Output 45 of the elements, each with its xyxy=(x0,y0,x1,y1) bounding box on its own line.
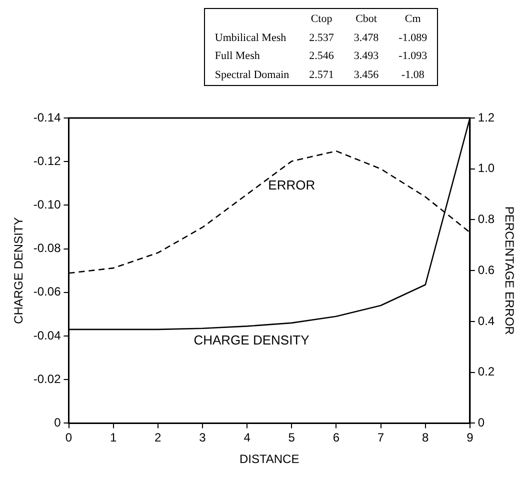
y2-tick-label: 1.2 xyxy=(478,110,495,124)
y2-tick-label: 1.0 xyxy=(478,161,495,176)
y-tick-label: -0.08 xyxy=(33,241,62,256)
x-axis-title: DISTANCE xyxy=(239,452,300,466)
x-tick-label: 0 xyxy=(65,430,72,445)
text: 3.493 xyxy=(352,49,380,64)
x-tick-label: 3 xyxy=(199,430,206,445)
text: -1.089 xyxy=(398,30,428,46)
y-axis-title: CHARGE DENSITY xyxy=(12,217,26,324)
text: Ctop xyxy=(310,12,334,27)
text: 2.546 xyxy=(308,49,335,64)
x-tick-label: 6 xyxy=(332,430,340,445)
y-tick-label: -0.10 xyxy=(33,198,62,212)
x-tick-label: 9 xyxy=(466,430,474,445)
y2-tick-label: 0.8 xyxy=(478,212,495,226)
x-tick-label: 5 xyxy=(288,430,296,445)
y2-tick-label: 0.6 xyxy=(478,262,495,277)
text: 3.478 xyxy=(352,30,380,46)
y-tick-label: -0.12 xyxy=(33,154,62,168)
y-tick-label: -0.02 xyxy=(33,372,62,386)
x-tick-label: 4 xyxy=(244,430,251,445)
text: -1.093 xyxy=(398,49,428,64)
y2-tick-label: 0.2 xyxy=(478,364,495,379)
text: Full Mesh xyxy=(214,49,261,64)
x-tick-label: 7 xyxy=(377,430,384,445)
text: Umbilical Mesh xyxy=(214,30,288,46)
y-tick-label: -0.14 xyxy=(33,110,62,124)
text: 2.537 xyxy=(308,30,335,46)
text: 2.571 xyxy=(308,68,335,84)
text: 3.456 xyxy=(352,68,380,84)
text: -1.08 xyxy=(400,68,426,84)
y2-tick-label: 0.4 xyxy=(478,314,495,328)
x-tick-label: 2 xyxy=(154,430,162,445)
y-tick-label: 0 xyxy=(54,416,62,430)
series-label: CHARGE DENSITY xyxy=(194,332,310,348)
x-tick-label: 8 xyxy=(422,430,429,445)
text: Cbot xyxy=(354,12,378,27)
series-label: ERROR xyxy=(268,177,316,192)
text: Cm xyxy=(404,12,422,27)
y-tick-label: -0.04 xyxy=(33,328,62,342)
y2-axis-title: PERCENTAGE ERROR xyxy=(502,206,516,336)
y-tick-label: -0.06 xyxy=(33,284,62,299)
text: Spectral Domain xyxy=(214,68,290,84)
y2-tick-label: 0 xyxy=(478,416,485,430)
x-tick-label: 1 xyxy=(110,430,117,445)
